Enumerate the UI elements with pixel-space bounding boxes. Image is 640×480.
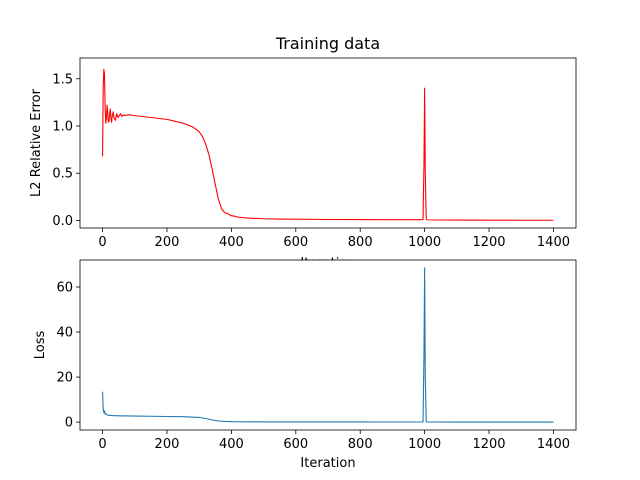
- bottom-y-axis-label: Loss: [33, 331, 48, 360]
- top-x-tick-label: 200: [155, 235, 180, 250]
- top-x-tick-label: 600: [283, 235, 308, 250]
- top-series-layer: [102, 68, 554, 221]
- bottom-x-tick-label: 1400: [537, 437, 570, 452]
- bottom-y-tick-label: 0: [65, 416, 73, 431]
- top-x-ticks: 0 200 400 600 800 1000 1200 1400: [98, 228, 570, 250]
- top-x-tick-label: 1200: [472, 235, 505, 250]
- top-y-tick-label: 0.5: [52, 167, 73, 182]
- bottom-x-tick-label: 1200: [472, 437, 505, 452]
- top-y-tick-label: 1.5: [52, 72, 73, 87]
- bottom-x-tick-label: 600: [283, 437, 308, 452]
- bottom-series-layer: [102, 267, 554, 423]
- bottom-y-tick-label: 60: [56, 281, 73, 296]
- bottom-y-tick-label: 20: [56, 371, 73, 386]
- bottom-y-ticks: 0 20 40 60: [56, 281, 80, 431]
- top-y-ticks: 0.0 0.5 1.0 1.5: [52, 72, 80, 229]
- top-y-axis-label: L2 Relative Error: [29, 88, 44, 197]
- top-series-line-0: [102, 68, 554, 221]
- top-x-tick-label: 400: [219, 235, 244, 250]
- bottom-axes-background: [80, 260, 576, 430]
- top-x-tick-label: 0: [98, 235, 106, 250]
- top-y-tick-label: 0.0: [52, 214, 73, 229]
- bottom-x-tick-label: 0: [98, 437, 106, 452]
- bottom-y-tick-label: 40: [56, 326, 73, 341]
- top-x-tick-label: 1400: [537, 235, 570, 250]
- top-y-tick-label: 1.0: [52, 120, 73, 135]
- chart-title: Training data: [275, 34, 380, 53]
- bottom-x-axis-label: Iteration: [300, 456, 355, 471]
- bottom-subplot: 0 200 400 600 800 1000 1200 1400 0 20 40 60 Iterat…: [33, 259, 577, 471]
- bottom-series-line-0: [102, 267, 554, 423]
- bottom-axes-frame: [79, 259, 577, 431]
- bottom-x-ticks: 0 200 400 600 800 1000 1200 1400: [98, 430, 570, 452]
- bottom-x-tick-label: 200: [155, 437, 180, 452]
- top-x-tick-label: 800: [348, 235, 373, 250]
- bottom-x-tick-label: 400: [219, 437, 244, 452]
- bottom-x-tick-label: 1000: [408, 437, 441, 452]
- top-axes-frame: [79, 57, 577, 229]
- top-x-tick-label: 1000: [408, 235, 441, 250]
- bottom-x-tick-label: 800: [348, 437, 373, 452]
